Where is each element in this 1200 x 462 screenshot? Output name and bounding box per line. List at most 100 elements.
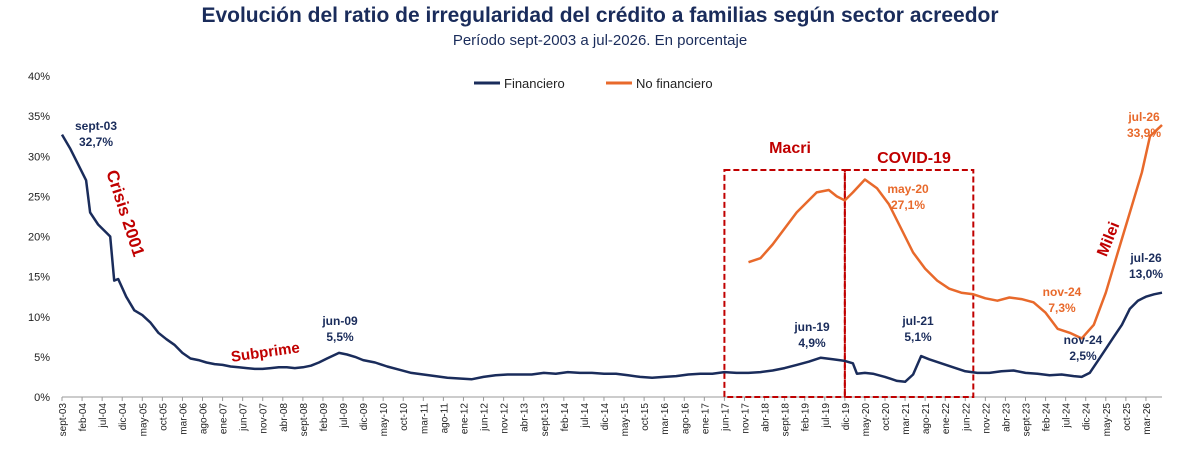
data-label: may-20 bbox=[887, 182, 929, 196]
legend-label: Financiero bbox=[504, 76, 565, 91]
x-tick-label: nov-22 bbox=[981, 403, 992, 434]
data-label: 4,9% bbox=[798, 336, 826, 350]
data-label: 33,9% bbox=[1127, 126, 1161, 140]
y-tick-label: 15% bbox=[28, 272, 50, 284]
x-tick-label: jul-04 bbox=[98, 403, 109, 429]
data-label: nov-24 bbox=[1064, 333, 1103, 347]
x-tick-label: mar-21 bbox=[901, 403, 912, 435]
data-label: 2,5% bbox=[1069, 349, 1097, 363]
x-tick-label: may-05 bbox=[138, 403, 149, 437]
x-tick-label: abr-08 bbox=[279, 403, 290, 432]
x-tick-label: feb-14 bbox=[560, 403, 571, 432]
x-tick-label: oct-10 bbox=[399, 403, 410, 431]
x-tick-label: jun-17 bbox=[720, 403, 731, 432]
x-tick-label: jun-07 bbox=[239, 403, 250, 432]
x-tick-label: dic-14 bbox=[600, 403, 611, 431]
data-label: sept-03 bbox=[75, 119, 117, 133]
y-tick-label: 5% bbox=[34, 352, 50, 364]
x-tick-label: dic-24 bbox=[1082, 403, 1093, 431]
x-tick-label: dic-19 bbox=[841, 403, 852, 431]
x-tick-label: mar-06 bbox=[178, 403, 189, 435]
x-tick-label: jul-24 bbox=[1062, 403, 1073, 429]
data-label: 13,0% bbox=[1129, 267, 1163, 281]
x-tick-label: ago-16 bbox=[680, 403, 691, 435]
x-tick-label: jul-09 bbox=[339, 403, 350, 429]
data-label: 7,3% bbox=[1048, 301, 1076, 315]
y-tick-label: 40% bbox=[28, 71, 50, 83]
event-label-milei: Milei bbox=[1094, 220, 1123, 259]
y-tick-label: 20% bbox=[28, 232, 50, 244]
event-label-subprime: Subprime bbox=[230, 339, 301, 365]
chart-title: Evolución del ratio de irregularidad del… bbox=[201, 4, 999, 27]
x-tick-label: sept-18 bbox=[781, 403, 792, 437]
x-tick-label: nov-07 bbox=[259, 403, 270, 434]
x-tick-label: oct-25 bbox=[1122, 403, 1133, 431]
x-tick-label: sept-23 bbox=[1022, 403, 1033, 437]
x-tick-label: ene-17 bbox=[700, 403, 711, 435]
x-tick-label: mar-11 bbox=[419, 403, 430, 434]
x-tick-label: ago-21 bbox=[921, 403, 932, 435]
data-label: jul-21 bbox=[901, 314, 934, 328]
x-tick-label: ene-07 bbox=[219, 403, 230, 435]
series-lines bbox=[60, 124, 1163, 384]
x-tick-label: ago-11 bbox=[439, 403, 450, 434]
x-tick-label: abr-23 bbox=[1001, 403, 1012, 432]
x-tick-label: may-15 bbox=[620, 403, 631, 437]
event-box-macri bbox=[723, 169, 846, 398]
series-line-financiero bbox=[60, 133, 1163, 384]
data-label: nov-24 bbox=[1043, 285, 1082, 299]
x-tick-label: mar-26 bbox=[1142, 403, 1153, 435]
y-tick-label: 30% bbox=[28, 151, 50, 163]
x-tick-label: ene-22 bbox=[941, 403, 952, 435]
x-tick-label: abr-18 bbox=[761, 403, 772, 432]
event-label-covid-19: COVID-19 bbox=[877, 150, 951, 167]
y-tick-label: 0% bbox=[34, 392, 50, 404]
x-tick-label: jun-22 bbox=[961, 403, 972, 432]
data-label: 32,7% bbox=[79, 135, 113, 149]
x-tick-label: feb-19 bbox=[801, 403, 812, 432]
event-label-crisis-2001: Crisis 2001 bbox=[102, 168, 148, 259]
x-tick-label: nov-12 bbox=[500, 403, 511, 434]
x-tick-label: feb-04 bbox=[78, 403, 89, 432]
x-tick-label: oct-05 bbox=[158, 403, 169, 431]
x-tick-label: ene-12 bbox=[459, 403, 470, 435]
x-tick-label: mar-16 bbox=[660, 403, 671, 435]
y-tick-label: 35% bbox=[28, 111, 50, 123]
x-tick-label: jul-19 bbox=[821, 403, 832, 429]
x-tick-label: may-25 bbox=[1102, 403, 1113, 437]
data-label: 5,5% bbox=[326, 330, 354, 344]
x-tick-label: feb-09 bbox=[319, 403, 330, 432]
data-label: 5,1% bbox=[904, 330, 932, 344]
data-label: jun-09 bbox=[321, 314, 358, 328]
event-label-macri: Macri bbox=[769, 140, 811, 157]
data-label: jun-19 bbox=[793, 320, 830, 334]
x-tick-label: nov-17 bbox=[740, 403, 751, 434]
x-tick-label: oct-15 bbox=[640, 403, 651, 431]
data-label: jul-26 bbox=[1129, 251, 1162, 265]
x-tick-label: ago-06 bbox=[199, 403, 210, 435]
data-label: 27,1% bbox=[891, 198, 925, 212]
annotations: sept-03 32,7% jun-09 5,5% jun-19 4,9% jul-21 5,… bbox=[75, 110, 1163, 366]
x-tick-label: abr-13 bbox=[520, 403, 531, 432]
series-line-no-financiero bbox=[748, 124, 1163, 340]
x-tick-label: oct-20 bbox=[881, 403, 892, 431]
x-tick-label: jun-12 bbox=[480, 403, 491, 432]
x-tick-label: sept-13 bbox=[540, 403, 551, 437]
x-tick-label: sept-03 bbox=[58, 403, 69, 437]
y-tick-label: 10% bbox=[28, 312, 50, 324]
legend-label: No financiero bbox=[636, 76, 713, 91]
x-tick-label: may-10 bbox=[379, 403, 390, 437]
x-tick-label: feb-24 bbox=[1042, 403, 1053, 432]
event-box-covid-19 bbox=[843, 169, 975, 398]
x-tick-label: dic-09 bbox=[359, 403, 370, 431]
y-tick-label: 25% bbox=[28, 191, 50, 203]
event-boxes bbox=[723, 169, 975, 398]
x-tick-label: jul-14 bbox=[580, 403, 591, 429]
x-tick-label: dic-04 bbox=[118, 403, 129, 431]
chart-subtitle: Período sept-2003 a jul-2026. En porcent… bbox=[452, 32, 748, 49]
y-axis: 0% 5% 10% 15% 20% 25% 30% 35% 40% bbox=[28, 71, 1162, 404]
x-tick-label: sept-08 bbox=[299, 403, 310, 437]
x-axis: sept-03 feb-04 jul-04 dic-04 may-05 oct-05 mar… bbox=[58, 397, 1153, 436]
x-tick-label: may-20 bbox=[861, 403, 872, 437]
